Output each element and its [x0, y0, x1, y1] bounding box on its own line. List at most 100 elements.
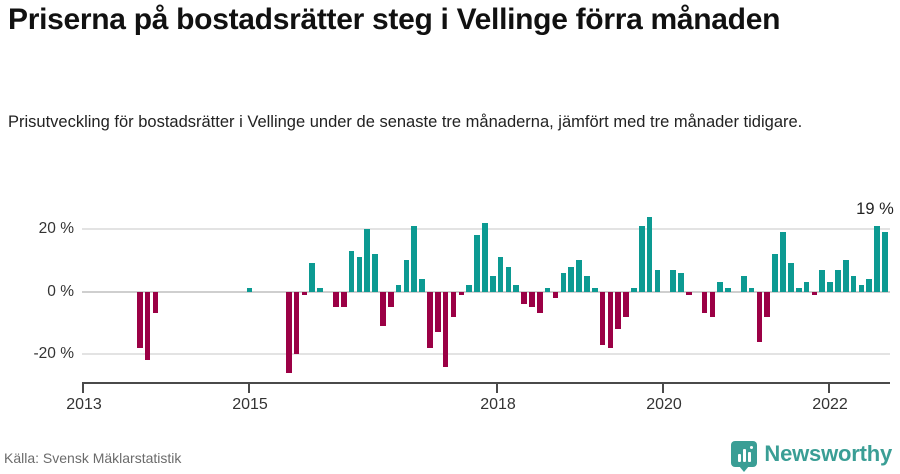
bar	[458, 291, 465, 295]
bar	[442, 291, 449, 367]
newsworthy-logo[interactable]: Newsworthy	[731, 441, 892, 472]
bar	[803, 282, 810, 292]
bar	[560, 272, 567, 292]
bar	[788, 263, 794, 292]
bar	[842, 260, 849, 292]
bar	[819, 269, 826, 292]
bar	[858, 285, 865, 292]
y-axis-labels: 20 % 0 % -20 %	[0, 204, 75, 379]
x-tick-label: 2018	[480, 396, 516, 413]
x-tick-label: 2020	[646, 396, 682, 413]
bar	[309, 263, 316, 292]
bar	[811, 291, 818, 295]
plot-area	[82, 204, 890, 379]
bar	[576, 260, 582, 292]
bar	[364, 229, 371, 292]
bar	[568, 266, 574, 292]
bar	[740, 275, 747, 292]
bar	[474, 235, 480, 292]
bar	[372, 254, 378, 292]
bar	[427, 291, 433, 348]
bar	[552, 291, 559, 298]
bar	[293, 291, 300, 354]
last-value-annotation: 19 %	[856, 200, 894, 219]
page-title: Priserna på bostadsrätter steg i Velling…	[8, 3, 781, 36]
bar	[529, 291, 535, 308]
bar	[795, 288, 802, 292]
bar	[450, 291, 457, 317]
bar	[403, 260, 410, 292]
bar	[654, 269, 661, 292]
bar	[466, 285, 473, 292]
bar-series	[82, 204, 890, 379]
bar	[827, 282, 833, 292]
bar	[544, 288, 551, 292]
y-tick-label: -20 %	[33, 345, 75, 362]
bar	[631, 288, 637, 292]
newsworthy-bars-icon	[731, 441, 758, 472]
bar	[709, 291, 716, 317]
bar	[638, 225, 645, 292]
x-tick	[82, 384, 84, 393]
bar	[152, 291, 159, 314]
bar	[599, 291, 606, 345]
x-tick	[828, 384, 830, 393]
x-axis-line	[82, 382, 890, 384]
x-tick	[248, 384, 250, 393]
bar	[317, 288, 323, 292]
bar	[246, 288, 253, 292]
x-tick-label: 2022	[812, 396, 848, 413]
page-subtitle: Prisutveckling för bostadsrätter i Velli…	[8, 113, 803, 131]
bar	[285, 291, 292, 373]
bar	[380, 291, 386, 326]
bar	[301, 291, 308, 295]
logo-bar-3	[747, 452, 751, 462]
bar	[144, 291, 151, 361]
bar	[356, 257, 363, 292]
bar	[348, 250, 355, 292]
bar	[136, 291, 143, 348]
y-tick-label: 20 %	[38, 220, 74, 237]
gridline-0	[82, 290, 890, 293]
x-tick-label: 2015	[232, 396, 268, 413]
bar	[411, 225, 418, 292]
bar-chart: 20 % 0 % -20 % 19 %	[0, 196, 900, 388]
bar	[333, 291, 339, 308]
bar	[607, 291, 614, 348]
bar	[615, 291, 622, 329]
bar	[419, 279, 425, 292]
logo-bar-1	[737, 454, 741, 462]
bar	[670, 269, 676, 292]
bar	[725, 288, 731, 292]
bar	[850, 275, 857, 292]
bar	[395, 285, 402, 292]
bar	[591, 288, 598, 292]
bar	[584, 275, 590, 292]
x-tick-label: 2013	[66, 396, 102, 413]
bar	[340, 291, 347, 308]
bar	[772, 254, 778, 292]
bar	[482, 222, 488, 292]
bar	[521, 291, 527, 304]
bar	[780, 232, 786, 292]
bar	[489, 275, 496, 292]
bar	[678, 272, 684, 292]
logo-dot	[750, 446, 754, 449]
bar	[497, 257, 504, 292]
bar	[701, 291, 708, 314]
bar	[686, 291, 692, 295]
bar	[835, 269, 841, 292]
logo-bar-2	[742, 449, 746, 462]
gridline--20	[82, 353, 890, 355]
x-axis-ticks	[82, 384, 890, 394]
x-tick	[496, 384, 498, 393]
bar	[505, 266, 512, 292]
bar	[623, 291, 629, 317]
y-tick-label: 0 %	[47, 282, 74, 300]
bar	[387, 291, 394, 308]
bar	[717, 282, 724, 292]
bar	[882, 232, 888, 292]
bar	[536, 291, 543, 314]
x-tick	[662, 384, 664, 393]
bar	[866, 279, 873, 292]
